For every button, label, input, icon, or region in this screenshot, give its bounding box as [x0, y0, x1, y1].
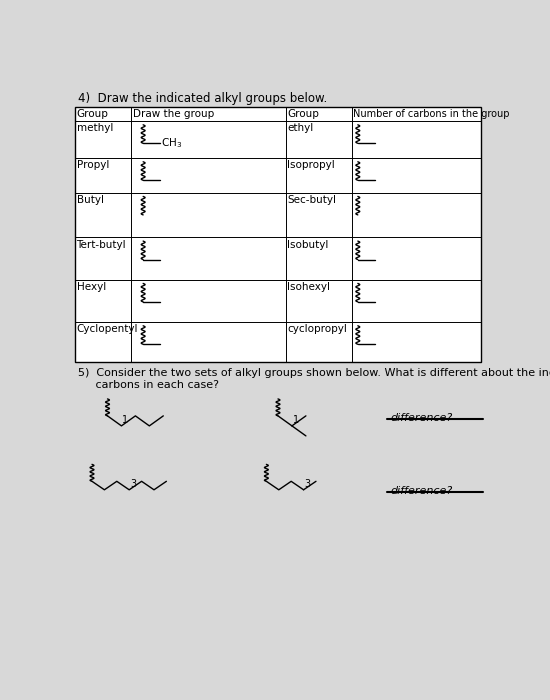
- Text: difference?: difference?: [390, 486, 453, 496]
- Text: Hexyl: Hexyl: [76, 282, 106, 292]
- Text: 1: 1: [122, 415, 128, 425]
- Text: Isohexyl: Isohexyl: [287, 282, 331, 292]
- Text: Group: Group: [287, 109, 319, 120]
- Text: Draw the group: Draw the group: [133, 109, 214, 120]
- Text: Tert-butyl: Tert-butyl: [76, 239, 126, 249]
- Text: Isopropyl: Isopropyl: [287, 160, 335, 170]
- Text: difference?: difference?: [390, 413, 453, 424]
- Text: Sec-butyl: Sec-butyl: [287, 195, 336, 205]
- Text: cyclopropyl: cyclopropyl: [287, 324, 347, 334]
- Text: 3: 3: [130, 479, 136, 489]
- Text: Isobutyl: Isobutyl: [287, 239, 329, 249]
- Text: Propyl: Propyl: [76, 160, 109, 170]
- Text: 3: 3: [304, 479, 310, 489]
- Text: Butyl: Butyl: [76, 195, 103, 205]
- Text: Group: Group: [76, 109, 108, 120]
- Text: Cyclopentyl: Cyclopentyl: [76, 324, 138, 334]
- Text: 5)  Consider the two sets of alkyl groups shown below. What is different about t: 5) Consider the two sets of alkyl groups…: [78, 368, 550, 390]
- Bar: [75, 107, 481, 362]
- Text: ethyl: ethyl: [287, 123, 314, 133]
- Text: Number of carbons in the group: Number of carbons in the group: [353, 109, 510, 120]
- Text: 4)  Draw the indicated alkyl groups below.: 4) Draw the indicated alkyl groups below…: [78, 92, 327, 105]
- Text: $\mathrm{CH_3}$: $\mathrm{CH_3}$: [161, 136, 182, 150]
- Text: 1: 1: [293, 415, 299, 425]
- Text: methyl: methyl: [76, 123, 113, 133]
